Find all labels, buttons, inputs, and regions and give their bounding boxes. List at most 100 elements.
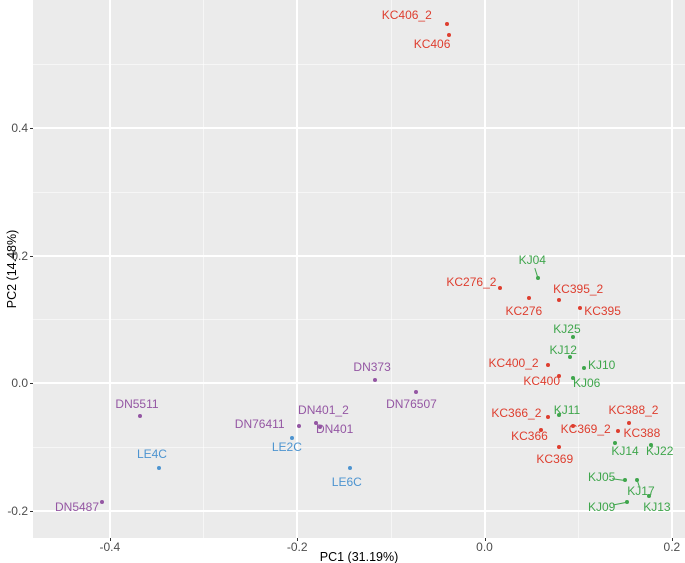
point-label: DN373 <box>353 360 391 375</box>
y-tick-label: 0.4 <box>11 120 28 135</box>
point-label: KC388 <box>623 426 661 441</box>
y-tick-mark <box>30 127 33 129</box>
point-label: KJ10 <box>587 358 616 373</box>
data-point <box>557 445 562 450</box>
data-point <box>557 373 562 378</box>
point-label: DN401 <box>315 422 354 437</box>
x-tick-label: -0.4 <box>99 540 121 554</box>
point-label: KC406_2 <box>381 8 432 23</box>
point-label: KC369 <box>536 452 574 467</box>
data-point <box>624 500 629 505</box>
data-point <box>570 423 575 428</box>
point-label: KC276 <box>505 304 543 319</box>
point-label: KC395 <box>584 303 621 318</box>
point-label: KJ13 <box>643 500 671 515</box>
point-label: KJ12 <box>549 342 577 357</box>
point-label: DN5487 <box>55 500 100 515</box>
data-point <box>546 414 551 419</box>
point-label: KJ14 <box>611 444 639 459</box>
data-point <box>578 305 583 310</box>
x-minor-gridline <box>203 0 205 538</box>
x-tick-mark <box>484 538 486 541</box>
point-label: KC366 <box>511 429 548 444</box>
data-point <box>137 413 142 418</box>
point-label: KC406 <box>413 37 451 52</box>
data-point <box>313 420 318 425</box>
y-tick-label: 0.2 <box>11 248 28 263</box>
data-point <box>527 295 532 300</box>
point-label: KC366_2 <box>491 405 542 420</box>
data-point <box>290 436 295 441</box>
label-connector-layer <box>534 267 640 506</box>
y-major-gridline <box>33 126 685 129</box>
x-tick-label: 0.0 <box>476 540 493 554</box>
y-major-gridline <box>33 254 685 257</box>
data-point <box>157 465 162 470</box>
x-axis-title: PC1 (31.19%) <box>319 550 399 563</box>
point-label: DN5511 <box>115 396 159 411</box>
y-minor-gridline <box>33 319 685 321</box>
point-label: KC400_2 <box>488 355 539 370</box>
data-point <box>317 424 322 429</box>
data-point <box>535 275 540 280</box>
data-point <box>570 375 575 380</box>
x-minor-gridline <box>578 0 580 538</box>
data-point <box>297 423 302 428</box>
y-tick-mark <box>30 383 33 385</box>
x-tick-mark <box>671 538 673 541</box>
data-point <box>612 441 617 446</box>
data-point <box>445 22 450 27</box>
data-point <box>557 297 562 302</box>
point-label: DN401_2 <box>298 402 349 417</box>
data-point <box>414 390 419 395</box>
point-label: KC400 <box>523 373 561 388</box>
point-label: KC388_2 <box>608 402 659 417</box>
point-label: KJ22 <box>646 444 674 459</box>
y-tick-label: 0.0 <box>11 376 28 391</box>
y-major-gridline <box>33 510 685 513</box>
data-point <box>100 500 105 505</box>
y-major-gridline <box>33 382 685 385</box>
point-label: KJ06 <box>572 375 601 390</box>
y-minor-gridline <box>33 447 685 449</box>
y-tick-mark <box>30 255 33 257</box>
data-point <box>498 285 503 290</box>
x-major-gridline <box>670 0 673 538</box>
x-major-gridline <box>296 0 299 538</box>
y-tick-label: -0.2 <box>7 504 28 519</box>
data-point <box>446 33 451 38</box>
y-minor-gridline <box>33 191 685 193</box>
point-label: KJ04 <box>518 253 546 268</box>
point-label: LE6C <box>331 475 362 490</box>
data-point <box>556 413 561 418</box>
data-point <box>626 420 631 425</box>
data-point <box>372 377 377 382</box>
x-tick-label: -0.2 <box>286 540 308 554</box>
data-point <box>570 335 575 340</box>
point-label: DN76411 <box>234 417 285 432</box>
point-label: KC369_2 <box>560 422 611 437</box>
data-point <box>635 478 640 483</box>
x-tick-mark <box>109 538 111 541</box>
data-point <box>647 493 652 498</box>
x-major-gridline <box>483 0 486 538</box>
x-tick-mark <box>297 538 299 541</box>
data-point <box>616 428 621 433</box>
point-label: LE2C <box>271 440 302 455</box>
point-label: KJ05 <box>587 470 616 485</box>
y-minor-gridline <box>33 63 685 65</box>
point-label: KJ11 <box>553 402 581 417</box>
data-point <box>581 366 586 371</box>
point-label: KC276_2 <box>446 274 497 289</box>
data-point <box>623 478 628 483</box>
x-major-gridline <box>108 0 111 538</box>
point-label: KJ25 <box>553 322 581 337</box>
point-label: LE4C <box>136 447 167 462</box>
data-point <box>347 466 352 471</box>
data-point <box>546 363 551 368</box>
y-axis-title: PC2 (14.48%) <box>5 229 19 309</box>
point-label: DN76507 <box>386 397 437 412</box>
point-label: KC395_2 <box>553 282 604 297</box>
x-minor-gridline <box>390 0 392 538</box>
